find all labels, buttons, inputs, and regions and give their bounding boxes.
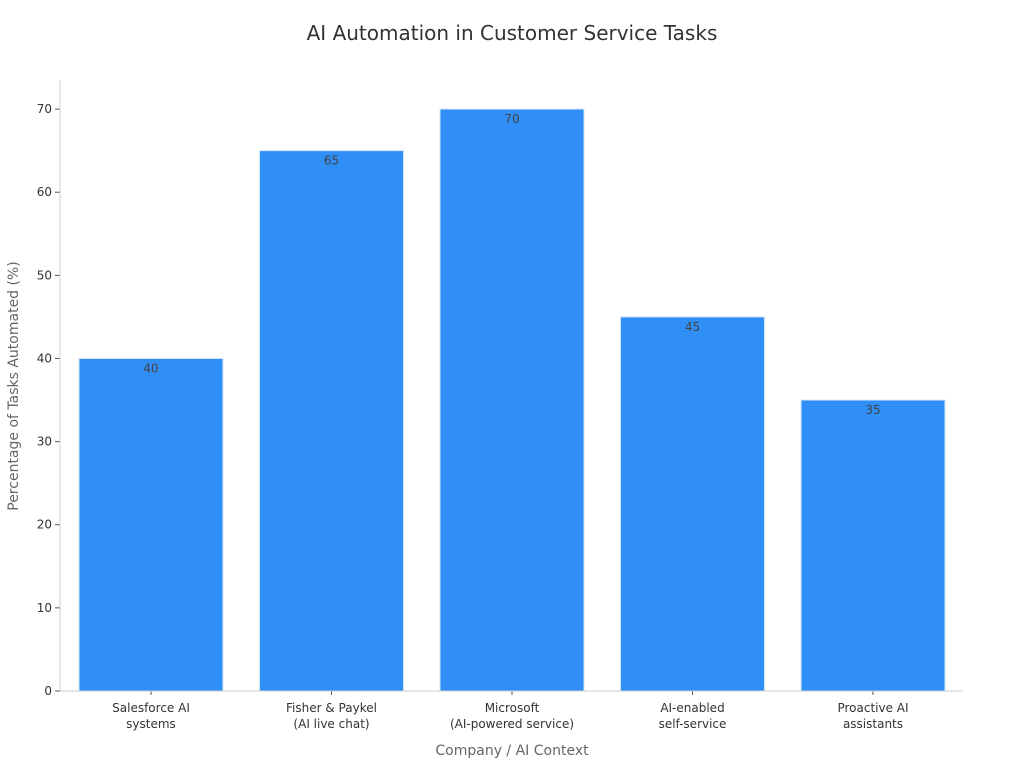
x-tick-label: Proactive AI <box>837 701 908 715</box>
bar-value-label: 65 <box>324 154 339 168</box>
y-tick-label: 10 <box>37 601 52 615</box>
x-tick-label: systems <box>126 717 176 731</box>
y-tick-label: 40 <box>37 351 52 365</box>
bar <box>259 150 404 692</box>
x-tick-label: Microsoft <box>485 701 540 715</box>
bar-value-label: 35 <box>865 403 880 417</box>
y-tick-label: 50 <box>37 268 52 282</box>
x-tick-label: (AI live chat) <box>293 717 369 731</box>
bar <box>78 357 224 692</box>
bar-value-label: 40 <box>143 361 158 375</box>
bar-value-label: 70 <box>504 112 519 126</box>
y-tick-label: 30 <box>37 435 52 449</box>
chart-title: AI Automation in Customer Service Tasks <box>307 21 718 45</box>
x-tick-label: self-service <box>659 717 727 731</box>
bar <box>620 316 765 692</box>
x-tick-label: Salesforce AI <box>112 701 190 715</box>
bar <box>800 399 946 692</box>
y-tick-label: 60 <box>37 185 52 199</box>
y-axis-label: Percentage of Tasks Automated (%) <box>6 261 22 511</box>
bar-value-label: 45 <box>685 320 700 334</box>
x-tick-label: (AI-powered service) <box>450 717 574 731</box>
x-axis-label: Company / AI Context <box>435 743 589 759</box>
y-tick-label: 0 <box>44 684 52 698</box>
x-tick-label: Fisher & Paykel <box>286 701 377 715</box>
x-tick-label: AI-enabled <box>660 701 724 715</box>
y-tick-label: 20 <box>37 518 52 532</box>
x-tick-label: assistants <box>843 717 903 731</box>
y-tick-label: 70 <box>37 102 52 116</box>
bar <box>439 108 585 692</box>
plot-area: 0 10 20 30 40 50 60 70 40 Salesforce AI systems 65 F… <box>37 102 946 731</box>
